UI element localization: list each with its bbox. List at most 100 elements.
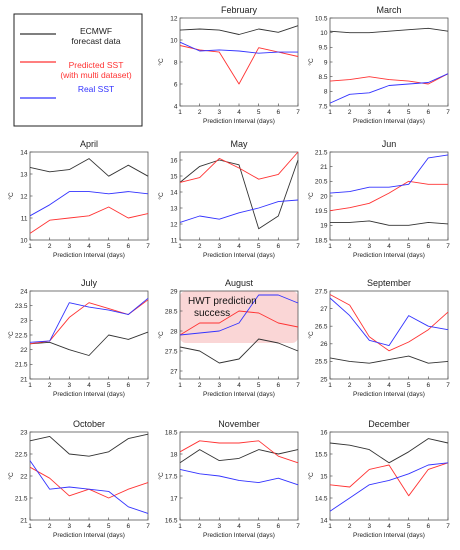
y-tick-label: 16.5 <box>165 517 178 524</box>
chart-title: Jun <box>382 139 397 149</box>
y-tick-label: 10 <box>170 37 178 44</box>
x-tick-label: 7 <box>296 382 300 389</box>
x-tick-label: 3 <box>68 523 72 530</box>
series-line-2 <box>329 297 449 347</box>
series-line-2 <box>29 297 149 343</box>
x-tick-label: 1 <box>328 243 332 250</box>
x-tick-label: 4 <box>87 243 91 250</box>
y-tick-label: 17 <box>170 495 178 502</box>
y-tick-label: 25.5 <box>315 359 328 366</box>
series-line-2 <box>29 191 149 217</box>
x-tick-label: 6 <box>277 382 281 389</box>
y-tick-label: 13 <box>170 205 178 212</box>
y-axis-label: °C <box>307 472 315 480</box>
y-tick-label: 12 <box>170 221 178 228</box>
y-tick-label: 14 <box>20 149 28 156</box>
x-tick-label: 2 <box>48 243 52 250</box>
x-tick-label: 5 <box>257 382 261 389</box>
x-axis-label: Prediction Interval (days) <box>353 391 425 398</box>
y-tick-label: 10 <box>320 30 328 37</box>
x-tick-label: 3 <box>218 382 222 389</box>
y-tick-label: 21 <box>320 164 328 171</box>
x-tick-label: 6 <box>277 109 281 116</box>
x-tick-label: 2 <box>48 523 52 530</box>
x-tick-label: 4 <box>87 382 91 389</box>
x-tick-label: 4 <box>387 382 391 389</box>
x-tick-label: 6 <box>277 523 281 530</box>
y-tick-label: 25 <box>320 376 328 383</box>
series-line-1 <box>29 299 149 345</box>
y-tick-label: 23.5 <box>15 303 28 310</box>
y-tick-label: 12 <box>20 193 28 200</box>
y-tick-label: 21 <box>20 376 28 383</box>
y-tick-label: 17.5 <box>165 473 178 480</box>
chart-title: April <box>80 139 98 149</box>
series-line-1 <box>329 180 448 212</box>
series-line-0 <box>329 27 449 34</box>
y-tick-label: 10.5 <box>315 15 328 22</box>
y-tick-label: 4 <box>174 103 178 110</box>
series-line-1 <box>329 462 449 497</box>
series-line-2 <box>329 154 449 194</box>
series-line-1 <box>329 73 449 85</box>
y-tick-label: 19 <box>320 223 328 230</box>
chart-august: August 1 2 3 4 5 6 7 27 27.5 28 28.5 29 Prediction In… <box>157 278 300 398</box>
legend-label: (with multi dataset) <box>60 70 131 80</box>
series-line-2 <box>179 199 299 223</box>
series-line-2 <box>179 41 298 54</box>
y-tick-label: 9.5 <box>318 45 327 52</box>
y-tick-label: 27 <box>320 306 328 313</box>
x-tick-label: 5 <box>107 523 111 530</box>
y-tick-label: 13 <box>20 171 28 178</box>
y-tick-label: 21 <box>20 517 28 524</box>
y-tick-label: 9 <box>324 59 328 66</box>
x-tick-label: 4 <box>237 109 241 116</box>
y-axis-label: °C <box>7 472 15 480</box>
x-tick-label: 2 <box>348 523 352 530</box>
y-axis-label: °C <box>157 192 165 200</box>
y-tick-label: 26 <box>320 341 328 348</box>
x-tick-label: 1 <box>178 243 182 250</box>
x-tick-label: 2 <box>348 382 352 389</box>
x-tick-label: 6 <box>277 243 281 250</box>
series-line-0 <box>179 338 299 364</box>
x-tick-label: 6 <box>127 523 131 530</box>
y-axis-label: °C <box>7 192 15 200</box>
series-line-0 <box>179 449 299 464</box>
x-axis-label: Prediction Interval (days) <box>353 532 425 539</box>
y-tick-label: 21.5 <box>15 362 28 369</box>
chart-title: May <box>230 139 248 149</box>
y-tick-label: 15 <box>170 173 178 180</box>
x-axis-label: Prediction Interval (days) <box>53 532 125 539</box>
chart-jun: Jun 1 2 3 4 5 6 7 18.5 19 19.5 20 20.5 21 21.5 Predicti… <box>307 139 450 259</box>
annotation-text: HWT prediction success <box>188 296 257 319</box>
series-line-0 <box>330 220 449 226</box>
y-tick-label: 14 <box>170 189 178 196</box>
y-tick-label: 21.5 <box>15 495 28 502</box>
x-tick-label: 4 <box>237 523 241 530</box>
series-line-1 <box>329 294 449 352</box>
series-line-2 <box>29 460 149 514</box>
highlight-region <box>180 291 298 343</box>
y-tick-label: 22.5 <box>15 332 28 339</box>
x-tick-label: 5 <box>407 523 411 530</box>
chart-september: September 1 2 3 4 5 6 7 25 25.5 26 26.5 27 27.5 Predic… <box>307 278 450 398</box>
x-tick-label: 4 <box>387 109 391 116</box>
series-line-0 <box>329 438 449 464</box>
x-tick-label: 6 <box>427 523 431 530</box>
y-tick-label: 15 <box>320 473 328 480</box>
y-tick-label: 20 <box>320 193 328 200</box>
plot-frame <box>29 151 149 241</box>
chart-title: September <box>367 278 411 288</box>
x-axis-label: Prediction Interval (days) <box>203 118 275 125</box>
x-tick-label: 5 <box>257 109 261 116</box>
y-tick-label: 11 <box>21 215 28 222</box>
legend-label: Real SST <box>78 84 114 94</box>
chart-title: November <box>218 419 260 429</box>
x-tick-label: 2 <box>348 243 352 250</box>
y-tick-label: 23 <box>20 429 28 436</box>
x-tick-label: 3 <box>218 523 222 530</box>
series-line-0 <box>179 159 299 230</box>
x-tick-label: 1 <box>28 523 32 530</box>
